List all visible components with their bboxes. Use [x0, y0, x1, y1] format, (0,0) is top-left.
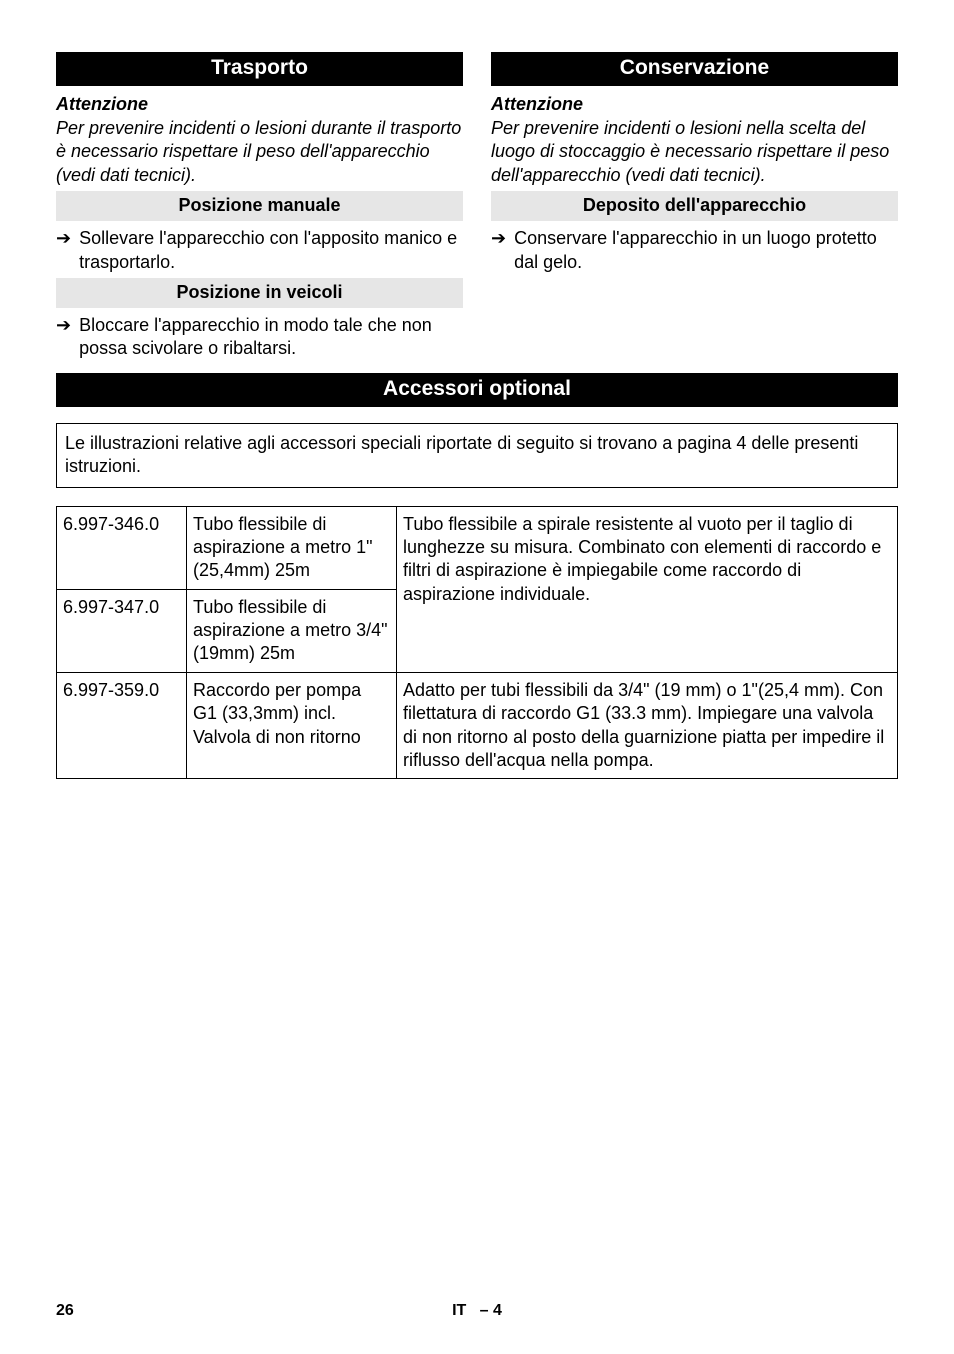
trasporto-body: Per prevenire incidenti o lesioni durant…: [56, 117, 463, 187]
bullet-text: Bloccare l'apparecchio in modo tale che …: [79, 314, 463, 361]
arrow-icon: ➔: [56, 314, 71, 337]
subheader-posizione-veicoli: Posizione in veicoli: [56, 278, 463, 308]
page-footer: 26 IT – 4: [56, 1302, 898, 1320]
footer-lang: IT: [452, 1302, 466, 1319]
table-row: 6.997-359.0 Raccordo per pompa G1 (33,3m…: [57, 672, 898, 779]
subheader-deposito: Deposito dell'apparecchio: [491, 191, 898, 221]
bullet-row: ➔ Bloccare l'apparecchio in modo tale ch…: [56, 314, 463, 361]
table-cell-code: 6.997-359.0: [57, 672, 187, 779]
note-box: Le illustrazioni relative agli accessori…: [56, 423, 898, 488]
bullet-text: Conservare l'apparecchio in un luogo pro…: [514, 227, 898, 274]
page-footer-center: IT – 4: [56, 1302, 898, 1320]
left-column: Trasporto Attenzione Per prevenire incid…: [56, 52, 463, 365]
section-header-trasporto: Trasporto: [56, 52, 463, 86]
conservazione-body: Per prevenire incidenti o lesioni nella …: [491, 117, 898, 187]
subheader-posizione-manuale: Posizione manuale: [56, 191, 463, 221]
bullet-row: ➔ Sollevare l'apparecchio con l'apposito…: [56, 227, 463, 274]
bullet-text: Sollevare l'apparecchio con l'apposito m…: [79, 227, 463, 274]
table-cell-code: 6.997-346.0: [57, 506, 187, 589]
attenzione-heading-right: Attenzione: [491, 94, 898, 115]
attenzione-heading-left: Attenzione: [56, 94, 463, 115]
table-cell-name: Tubo flessibile di aspirazione a metro 3…: [187, 589, 397, 672]
table-row: 6.997-346.0 Tubo flessibile di aspirazio…: [57, 506, 898, 589]
section-header-accessori: Accessori optional: [56, 373, 898, 407]
table-cell-desc: Adatto per tubi flessibili da 3/4" (19 m…: [397, 672, 898, 779]
right-column: Conservazione Attenzione Per prevenire i…: [491, 52, 898, 365]
table-cell-name: Raccordo per pompa G1 (33,3mm) incl. Val…: [187, 672, 397, 779]
arrow-icon: ➔: [56, 227, 71, 250]
accessories-table: 6.997-346.0 Tubo flessibile di aspirazio…: [56, 506, 898, 780]
arrow-icon: ➔: [491, 227, 506, 250]
section-header-conservazione: Conservazione: [491, 52, 898, 86]
table-cell-desc: Tubo flessibile a spirale resistente al …: [397, 506, 898, 672]
footer-section: – 4: [480, 1302, 502, 1319]
table-cell-code: 6.997-347.0: [57, 589, 187, 672]
table-cell-name: Tubo flessibile di aspirazione a metro 1…: [187, 506, 397, 589]
bullet-row: ➔ Conservare l'apparecchio in un luogo p…: [491, 227, 898, 274]
